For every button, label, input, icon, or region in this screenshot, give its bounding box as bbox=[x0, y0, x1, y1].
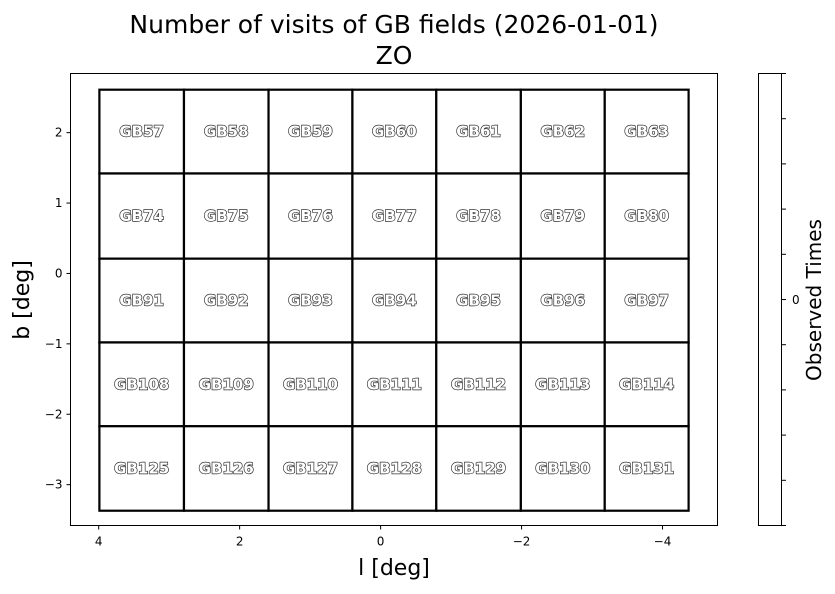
field-cell bbox=[182, 257, 270, 344]
field-label: GB113 bbox=[535, 375, 590, 393]
field-label: GB127 bbox=[283, 459, 338, 477]
x-axis-label: l [deg] bbox=[358, 556, 430, 581]
field-cell bbox=[603, 88, 690, 175]
x-tick-label: −4 bbox=[654, 535, 672, 549]
field-label: GB75 bbox=[204, 207, 249, 225]
field-label: GB126 bbox=[199, 459, 254, 477]
field-label: GB76 bbox=[288, 207, 333, 225]
field-label: GB109 bbox=[199, 375, 254, 393]
field-label: GB77 bbox=[372, 207, 417, 225]
field-cell bbox=[435, 88, 522, 175]
field-label: GB63 bbox=[624, 123, 669, 141]
field-label: GB78 bbox=[456, 207, 501, 225]
field-cell bbox=[267, 257, 354, 344]
field-label: GB129 bbox=[451, 459, 506, 477]
field-cell bbox=[98, 257, 186, 344]
field-cell bbox=[351, 172, 438, 260]
field-label: GB61 bbox=[456, 123, 501, 141]
field-label: GB57 bbox=[119, 123, 164, 141]
x-tick-label: 4 bbox=[95, 535, 103, 549]
field-label: GB93 bbox=[288, 292, 333, 310]
field-cell bbox=[603, 341, 690, 428]
field-cell bbox=[519, 257, 606, 344]
field-label: GB95 bbox=[456, 292, 501, 310]
field-cell bbox=[519, 172, 606, 260]
field-label: GB128 bbox=[367, 459, 422, 477]
field-label: GB59 bbox=[288, 123, 333, 141]
field-label: GB92 bbox=[204, 292, 249, 310]
field-label: GB108 bbox=[114, 375, 169, 393]
field-label: GB114 bbox=[619, 375, 674, 393]
field-cell bbox=[98, 341, 186, 428]
field-cell bbox=[351, 257, 438, 344]
colorbar-label: Observed Times bbox=[802, 219, 826, 381]
field-label: GB111 bbox=[367, 375, 422, 393]
y-tick-label: −2 bbox=[45, 407, 63, 421]
y-tick-label: 1 bbox=[55, 196, 63, 210]
x-axis: 4 2 0 −2 −4 bbox=[95, 525, 672, 549]
field-cell bbox=[519, 425, 606, 512]
field-label: GB60 bbox=[372, 123, 417, 141]
field-label: GB80 bbox=[624, 207, 669, 225]
x-tick-label: −2 bbox=[513, 535, 531, 549]
chart-title: Number of visits of GB fields (2026-01-0… bbox=[129, 10, 658, 39]
x-tick-label: 0 bbox=[377, 535, 385, 549]
field-label: GB94 bbox=[372, 292, 417, 310]
field-label: GB79 bbox=[540, 207, 585, 225]
field-label: GB62 bbox=[540, 123, 585, 141]
colorbar-tick-label: 0 bbox=[792, 293, 800, 307]
chart-subtitle: ZO bbox=[376, 41, 413, 70]
field-cell bbox=[519, 341, 606, 428]
field-cell bbox=[435, 257, 522, 344]
field-label: GB112 bbox=[451, 375, 506, 393]
field-cell bbox=[182, 425, 270, 512]
y-tick-label: −1 bbox=[45, 337, 63, 351]
field-label: GB130 bbox=[535, 459, 590, 477]
field-label: GB74 bbox=[119, 207, 164, 225]
y-tick-label: 0 bbox=[55, 266, 63, 280]
field-cell bbox=[603, 425, 690, 512]
field-label: GB97 bbox=[624, 292, 669, 310]
colorbar bbox=[758, 73, 782, 526]
x-tick-label: 2 bbox=[236, 535, 244, 549]
field-cell bbox=[435, 341, 522, 428]
y-tick-label: −3 bbox=[45, 478, 63, 492]
y-axis-label: b [deg] bbox=[10, 260, 35, 340]
y-axis: 2 1 0 −1 −2 −3 bbox=[45, 126, 71, 492]
field-cell bbox=[603, 257, 690, 344]
field-cell bbox=[182, 172, 270, 260]
field-label: GB110 bbox=[283, 375, 338, 393]
field-label: GB125 bbox=[114, 459, 169, 477]
field-cell bbox=[98, 88, 186, 175]
field-cell bbox=[435, 425, 522, 512]
field-label: GB91 bbox=[119, 292, 164, 310]
field-label: GB96 bbox=[540, 292, 585, 310]
colorbar-ticks bbox=[781, 73, 786, 526]
field-label: GB131 bbox=[619, 459, 674, 477]
y-tick-label: 2 bbox=[55, 126, 63, 140]
field-grid: GB57 GB58 GB59 GB60 GB61 GB62 GB63 GB74 GB75 GB76… bbox=[98, 88, 690, 512]
field-label: GB58 bbox=[204, 123, 249, 141]
